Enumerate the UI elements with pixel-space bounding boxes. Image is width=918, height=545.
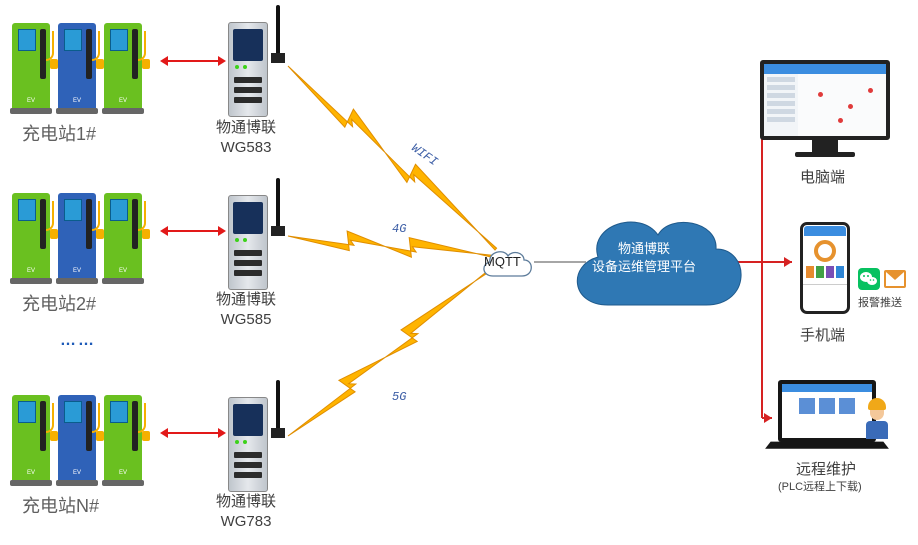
gateway-model: WG583 [216, 138, 276, 158]
cloud-title: 物通博联 设备运维管理平台 [592, 240, 696, 276]
wechat-icon [858, 268, 880, 290]
desktop-label: 电脑端 [800, 166, 845, 187]
bidirectional-arrow [168, 230, 218, 232]
tech-label: 4G [392, 222, 406, 236]
charging-station-unit: EV [12, 8, 50, 108]
mqtt-label: MQTT [484, 254, 521, 269]
tech-label: 5G [392, 390, 406, 404]
charging-station-group: EVEVEV [12, 178, 142, 278]
mobile-label: 手机端 [800, 324, 845, 345]
charging-station-unit: EV [12, 178, 50, 278]
gateway-label: 物通博联WG583 [216, 118, 276, 157]
charging-station-unit: EV [12, 380, 50, 480]
mobile-phone [800, 222, 850, 314]
station-label: 充电站1# [22, 120, 96, 146]
bidirectional-arrow [168, 60, 218, 62]
gateway-device [228, 5, 280, 117]
engineer-icon [862, 398, 892, 440]
arrowhead-icon [784, 257, 792, 267]
charging-station-group: EVEVEV [12, 380, 142, 480]
station-label: 充电站2# [22, 290, 96, 316]
charging-station-unit: EV [58, 8, 96, 108]
lightning-bolt [288, 266, 495, 436]
cloud-line2: 设备运维管理平台 [592, 258, 696, 276]
tech-label: WIFI [409, 141, 441, 169]
station-label: 充电站N# [22, 492, 99, 518]
remote-maint-label: 远程维护 [796, 458, 856, 479]
gateway-brand: 物通博联 [216, 118, 276, 138]
gateway-brand: 物通博联 [216, 290, 276, 310]
charging-station-unit: EV [58, 178, 96, 278]
envelope-icon [884, 270, 906, 288]
alert-push-label: 报警推送 [858, 294, 902, 310]
bidirectional-arrow [168, 432, 218, 434]
gateway-model: WG783 [216, 512, 276, 532]
arrowhead-icon [764, 413, 772, 423]
gateway-brand: 物通博联 [216, 492, 276, 512]
charging-station-group: EVEVEV [12, 8, 142, 108]
remote-maint-sublabel: (PLC远程上下载) [778, 478, 862, 494]
gateway-label: 物通博联WG783 [216, 492, 276, 531]
charging-station-unit: EV [104, 380, 142, 480]
cloud-line1: 物通博联 [592, 240, 696, 258]
desktop-monitor [760, 60, 890, 157]
charging-station-unit: EV [58, 380, 96, 480]
gateway-device [228, 178, 280, 290]
gateway-device [228, 380, 280, 492]
charging-station-unit: EV [104, 8, 142, 108]
gateway-label: 物通博联WG585 [216, 290, 276, 329]
gateway-model: WG585 [216, 310, 276, 330]
ellipsis-dots: …… [60, 332, 96, 350]
charging-station-unit: EV [104, 178, 142, 278]
